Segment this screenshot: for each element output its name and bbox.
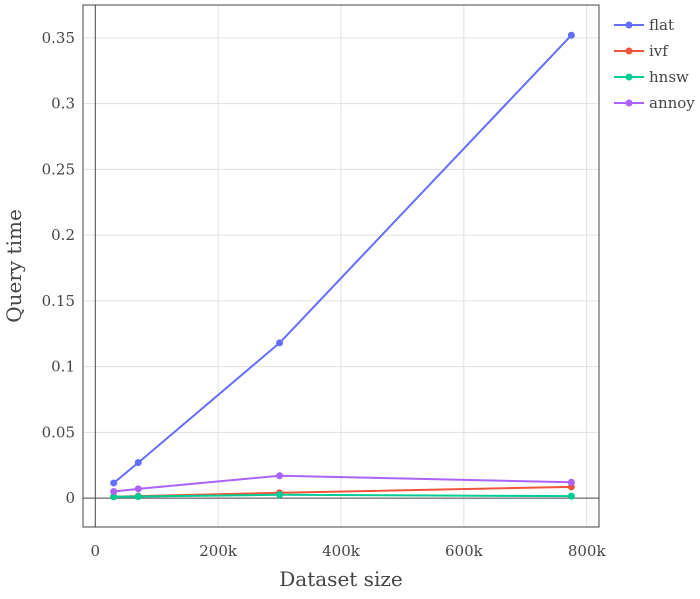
y-tick-label: 0.15 [42, 292, 75, 310]
x-tick-label: 200k [199, 542, 238, 560]
y-tick-label: 0.3 [51, 95, 75, 113]
data-point-hnsw [110, 493, 118, 501]
legend-label: ivf [649, 42, 669, 60]
y-tick-label: 0 [65, 489, 75, 507]
axis-ticks: 0 200k 400k 600k 800k 0 0.05 0.1 0.15 0.2 0.25 0.3 0… [42, 29, 607, 560]
legend-item-flat: flat [614, 16, 674, 34]
y-tick-label: 0.25 [42, 160, 75, 178]
data-point-annoy [134, 485, 142, 493]
x-tick-label: 800k [568, 542, 607, 560]
legend: flat ivf hnsw annoy [614, 16, 695, 112]
series-hnsw [110, 491, 575, 501]
series-flat [110, 31, 575, 487]
y-tick-label: 0.1 [51, 358, 75, 376]
series-group [110, 31, 575, 501]
data-point-flat [276, 339, 284, 347]
x-tick-label: 400k [322, 542, 361, 560]
legend-swatch-marker [625, 99, 633, 107]
series-line-hnsw [112, 493, 573, 498]
series-line-flat [112, 34, 573, 484]
legend-item-hnsw: hnsw [614, 68, 689, 86]
data-point-hnsw [134, 492, 142, 500]
legend-label: annoy [649, 94, 695, 112]
series-line-annoy [112, 474, 573, 493]
legend-swatch-marker [625, 73, 633, 81]
legend-item-annoy: annoy [614, 94, 695, 112]
legend-item-ivf: ivf [614, 42, 669, 60]
legend-label: flat [649, 16, 674, 34]
legend-label: hnsw [649, 68, 689, 86]
data-point-hnsw [567, 492, 575, 500]
data-point-flat [134, 459, 142, 467]
legend-swatch-marker [625, 21, 633, 29]
y-tick-label: 0.2 [51, 226, 75, 244]
x-tick-label: 0 [91, 542, 101, 560]
series-annoy [110, 472, 575, 495]
legend-swatch-marker [625, 47, 633, 55]
x-axis-title: Dataset size [279, 567, 402, 591]
data-point-flat [110, 479, 118, 487]
data-point-annoy [110, 487, 118, 495]
x-tick-label: 600k [445, 542, 484, 560]
data-point-annoy [567, 478, 575, 486]
data-point-annoy [276, 472, 284, 480]
y-axis-title: Query time [2, 209, 26, 323]
data-point-hnsw [276, 491, 284, 499]
y-tick-label: 0.05 [42, 423, 75, 441]
plot-area-frame [82, 4, 600, 528]
grid [83, 5, 599, 527]
y-tick-label: 0.35 [42, 29, 75, 47]
data-point-flat [567, 31, 575, 39]
